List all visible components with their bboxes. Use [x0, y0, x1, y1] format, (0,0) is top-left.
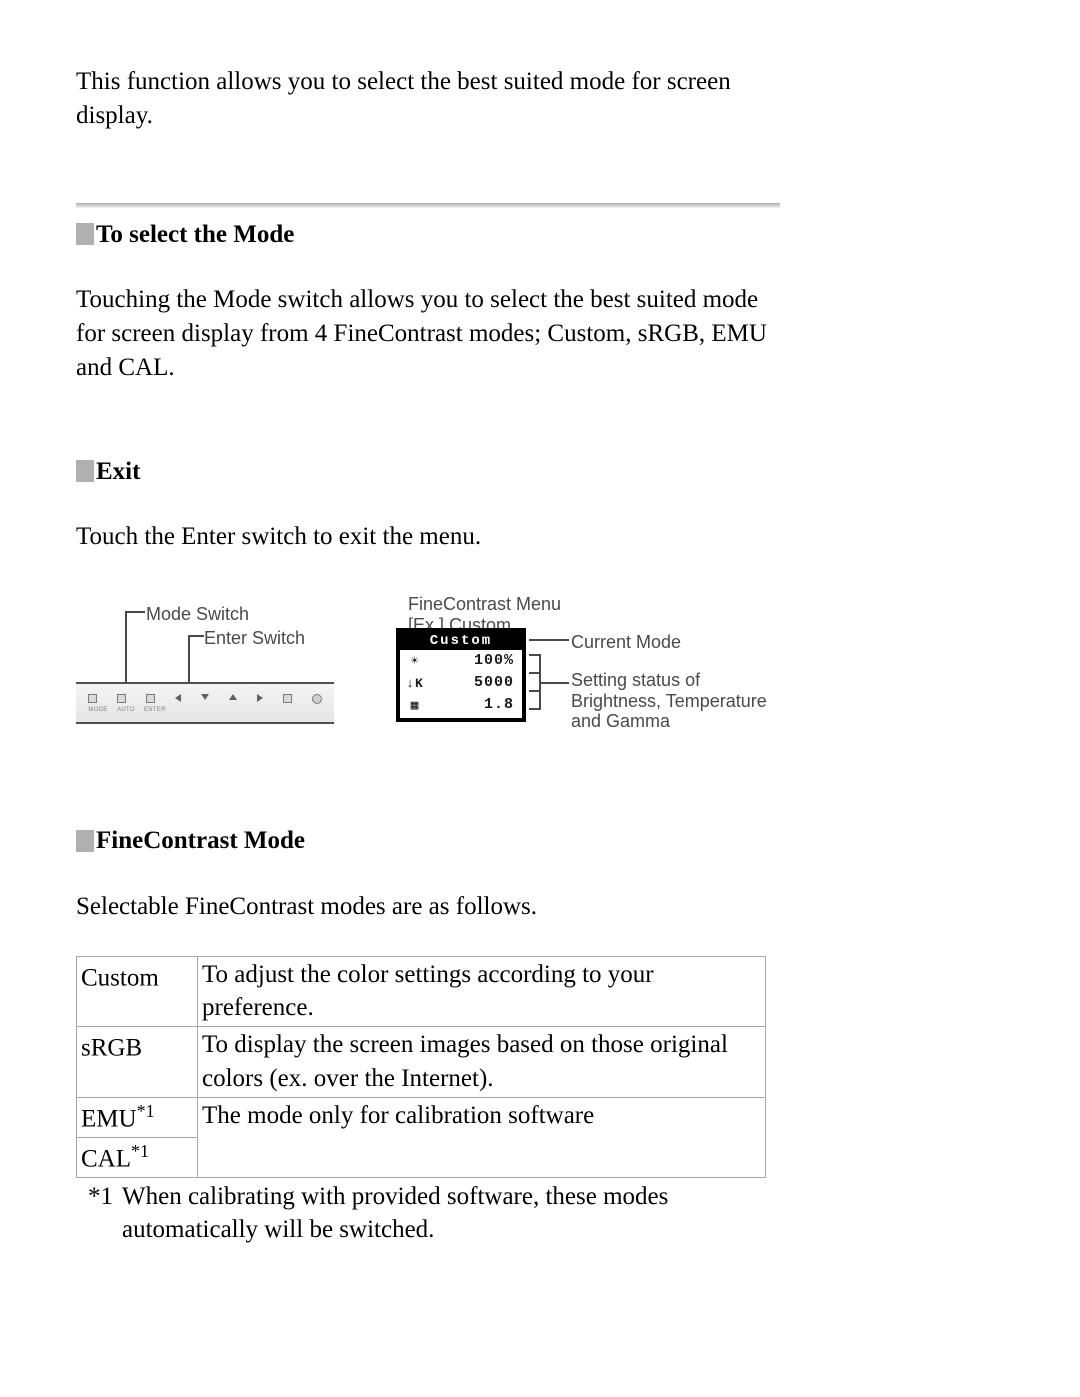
mode-name: CAL	[81, 1145, 131, 1172]
footnote-ref: *1	[137, 1101, 155, 1121]
section-body-fc-mode: Selectable FineContrast modes are as fol…	[76, 890, 780, 924]
mode-desc-cell: To display the screen images based on th…	[198, 1027, 766, 1098]
mode-desc-cell: To adjust the color settings according t…	[198, 956, 766, 1027]
section-rule	[76, 203, 780, 208]
document-page: This function allows you to select the b…	[0, 0, 1080, 1287]
heading-bar-icon	[76, 223, 94, 245]
section-heading-fc-mode: FineContrast Mode	[76, 824, 780, 858]
power-button-icon	[312, 694, 322, 704]
strip-label: ENTER	[144, 706, 164, 714]
label-setting-status: Setting status of Brightness, Temperatur…	[571, 670, 767, 732]
heading-title: FineContrast Mode	[96, 824, 305, 858]
heading-title: Exit	[96, 455, 140, 489]
heading-title: To select the Mode	[96, 218, 294, 252]
leader-line	[125, 611, 145, 613]
label-enter-switch: Enter Switch	[204, 626, 305, 650]
osd-row-brightness: ☀ 100%	[400, 650, 522, 672]
kelvin-icon: ↓K	[406, 677, 424, 690]
table-row: EMU*1 The mode only for calibration soft…	[77, 1097, 766, 1137]
enter-button-icon	[146, 694, 155, 703]
osd-value: 5000	[424, 673, 516, 693]
mode-button-icon	[88, 694, 97, 703]
footnote-text: When calibrating with provided software,…	[122, 1180, 780, 1248]
label-current-mode: Current Mode	[571, 630, 681, 654]
osd-value: 100%	[424, 651, 516, 671]
heading-bar-icon	[76, 460, 94, 482]
mode-name: EMU	[81, 1105, 137, 1132]
sun-icon: ☀	[406, 655, 424, 668]
section-body-select-mode: Touching the Mode switch allows you to s…	[76, 283, 780, 384]
gamma-icon: ▦	[406, 699, 424, 712]
strip-label: MODE	[88, 706, 108, 714]
mode-name: Custom	[81, 964, 159, 991]
footnote-ref: *1	[131, 1141, 149, 1161]
right-arrow-icon	[257, 694, 263, 702]
label-mode-switch: Mode Switch	[146, 602, 249, 626]
bracket-line	[529, 672, 539, 674]
down-arrow-icon	[201, 694, 209, 700]
signal-button-icon	[283, 694, 292, 703]
intro-paragraph: This function allows you to select the b…	[76, 65, 780, 133]
up-arrow-icon	[229, 694, 237, 700]
mode-desc-cell: The mode only for calibration software	[198, 1097, 766, 1177]
bracket-line	[529, 708, 539, 710]
mode-name-cell: sRGB	[77, 1027, 198, 1098]
osd-row-temperature: ↓K 5000	[400, 672, 522, 694]
mode-name: sRGB	[81, 1034, 142, 1061]
osd-current-mode: Custom	[400, 632, 522, 650]
footnote-marker: *1	[88, 1180, 122, 1248]
bracket-line	[541, 682, 569, 684]
osd-row-gamma: ▦ 1.8	[400, 694, 522, 716]
leader-line	[188, 635, 204, 637]
section-body-exit: Touch the Enter switch to exit the menu.	[76, 520, 780, 554]
table-row: sRGB To display the screen images based …	[77, 1027, 766, 1098]
section-heading-exit: Exit	[76, 455, 780, 489]
finecontrast-diagram: Mode Switch Enter Switch FineContrast Me…	[76, 594, 776, 744]
footnote: *1 When calibrating with provided softwa…	[76, 1180, 780, 1248]
modes-table: Custom To adjust the color settings acco…	[76, 956, 766, 1178]
section-heading-select-mode: To select the Mode	[76, 218, 780, 252]
auto-button-icon	[117, 694, 126, 703]
table-row: Custom To adjust the color settings acco…	[77, 956, 766, 1027]
mode-name-cell: Custom	[77, 956, 198, 1027]
bracket-line	[529, 690, 539, 692]
heading-bar-icon	[76, 830, 94, 852]
osd-value: 1.8	[424, 695, 516, 715]
left-arrow-icon	[175, 694, 181, 702]
strip-labels: MODE AUTO ENTER	[76, 704, 334, 714]
strip-buttons	[76, 684, 334, 704]
leader-line	[529, 639, 569, 641]
mode-name-cell: EMU*1	[77, 1097, 198, 1137]
monitor-button-strip: MODE AUTO ENTER	[76, 682, 334, 724]
strip-label: AUTO	[116, 706, 136, 714]
osd-panel: Custom ☀ 100% ↓K 5000 ▦ 1.8	[396, 628, 526, 722]
mode-name-cell: CAL*1	[77, 1137, 198, 1177]
bracket-line	[529, 654, 539, 656]
